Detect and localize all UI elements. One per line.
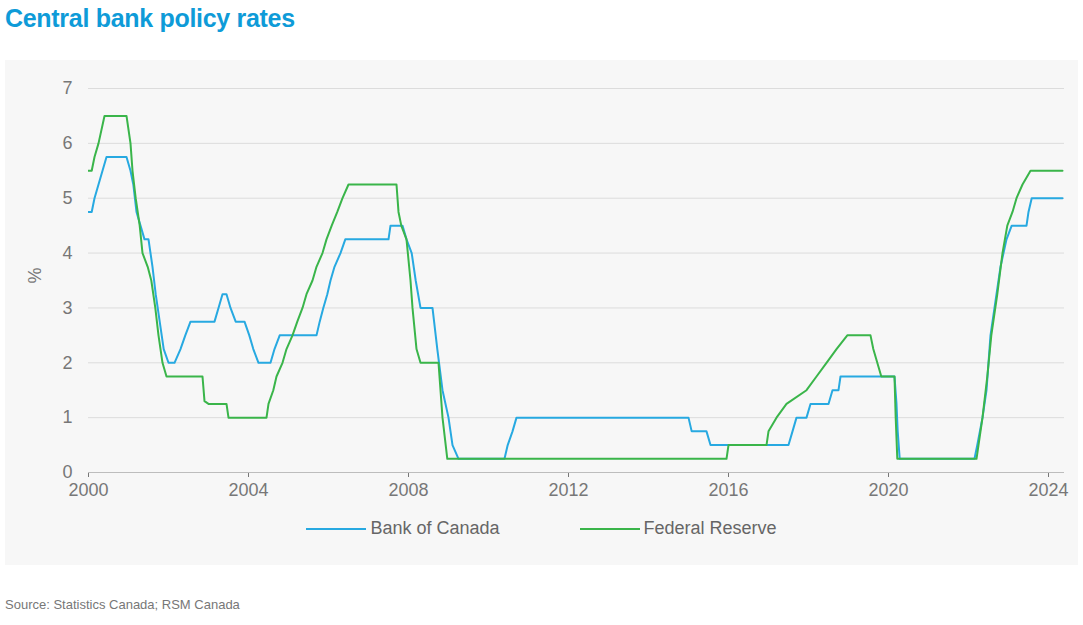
html-text:Bank of Canada: Bank of Canada xyxy=(370,518,500,538)
svg-text:4: 4 xyxy=(62,243,72,263)
svg-text:2024: 2024 xyxy=(1028,480,1068,500)
svg-text:2020: 2020 xyxy=(868,480,908,500)
html-text:Federal Reserve: Federal Reserve xyxy=(643,518,777,538)
html-text:Source: Statistics Canada; RSM: Source: Statistics Canada; RSM Canada xyxy=(5,597,240,612)
svg-text:6: 6 xyxy=(62,133,72,153)
html-text:Central bank policy rates: Central bank policy rates xyxy=(5,4,295,32)
svg-text:2012: 2012 xyxy=(548,480,588,500)
svg-text:2: 2 xyxy=(62,353,72,373)
svg-text:2000: 2000 xyxy=(68,480,108,500)
svg-text:2016: 2016 xyxy=(708,480,748,500)
svg-text:1: 1 xyxy=(62,407,72,427)
svg-text:5: 5 xyxy=(62,188,72,208)
svg-text:7: 7 xyxy=(62,78,72,98)
svg-text:0: 0 xyxy=(62,462,72,482)
svg-text:3: 3 xyxy=(62,298,72,318)
svg-text:2008: 2008 xyxy=(388,480,428,500)
svg-text:2004: 2004 xyxy=(228,480,268,500)
